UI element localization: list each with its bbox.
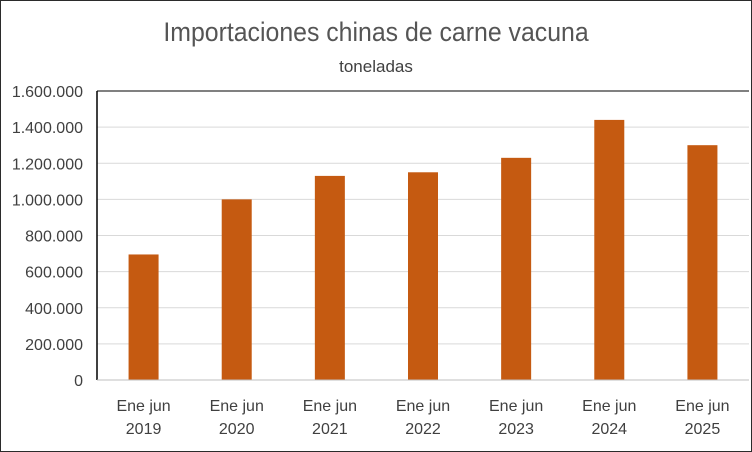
bar <box>501 157 532 380</box>
x-tick-label: 2024 <box>591 421 627 438</box>
bar <box>687 145 718 380</box>
bar <box>221 199 252 380</box>
chart-title: Importaciones chinas de carne vacuna <box>163 17 589 47</box>
y-tick-label: 1.400.000 <box>12 120 83 137</box>
bar <box>408 172 438 380</box>
x-tick-label: Ene jun <box>582 398 636 415</box>
x-tick-label: 2020 <box>219 421 255 438</box>
x-tick-label: 2021 <box>312 421 348 438</box>
y-tick-label: 1.200.000 <box>12 156 83 173</box>
x-tick-label: 2022 <box>405 421 441 438</box>
bar <box>128 254 159 380</box>
x-tick-label: Ene jun <box>116 398 170 415</box>
x-tick-label: Ene jun <box>303 398 357 415</box>
y-tick-label: 1.000.000 <box>12 192 83 209</box>
y-tick-label: 400.000 <box>25 301 83 318</box>
y-tick-label: 0 <box>74 373 83 390</box>
x-tick-label: Ene jun <box>396 398 450 415</box>
y-tick-label: 800.000 <box>25 229 83 246</box>
x-tick-label: Ene jun <box>489 398 543 415</box>
x-tick-label: Ene jun <box>210 398 264 415</box>
bar <box>594 119 625 381</box>
x-tick-label: Ene jun <box>675 398 729 415</box>
y-tick-label: 1.600.000 <box>12 84 83 101</box>
x-tick-label: 2025 <box>685 421 721 438</box>
y-tick-label: 600.000 <box>25 265 83 282</box>
x-tick-label: 2023 <box>498 421 534 438</box>
chart-subtitle: toneladas <box>339 57 413 76</box>
x-tick-label: 2019 <box>126 421 162 438</box>
y-tick-label: 200.000 <box>25 337 83 354</box>
bar <box>314 175 345 380</box>
